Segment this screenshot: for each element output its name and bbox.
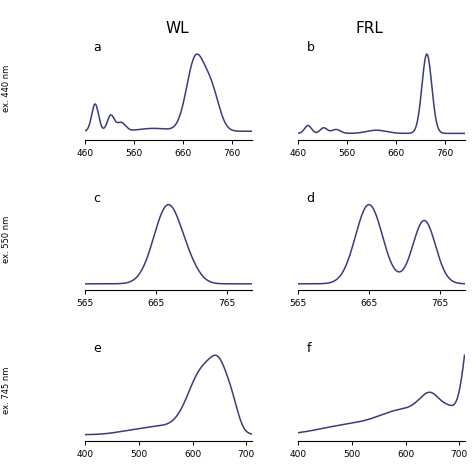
Text: b: b (307, 41, 314, 54)
Text: e: e (94, 342, 101, 355)
Text: FRL: FRL (356, 21, 383, 36)
Text: ex. 440 nm: ex. 440 nm (2, 65, 11, 112)
Text: d: d (307, 191, 315, 205)
Text: WL: WL (166, 21, 190, 36)
Text: ex. 550 nm: ex. 550 nm (2, 216, 11, 263)
Text: c: c (94, 191, 100, 205)
Text: f: f (307, 342, 311, 355)
Text: ex. 745 nm: ex. 745 nm (2, 366, 11, 414)
Text: a: a (94, 41, 101, 54)
